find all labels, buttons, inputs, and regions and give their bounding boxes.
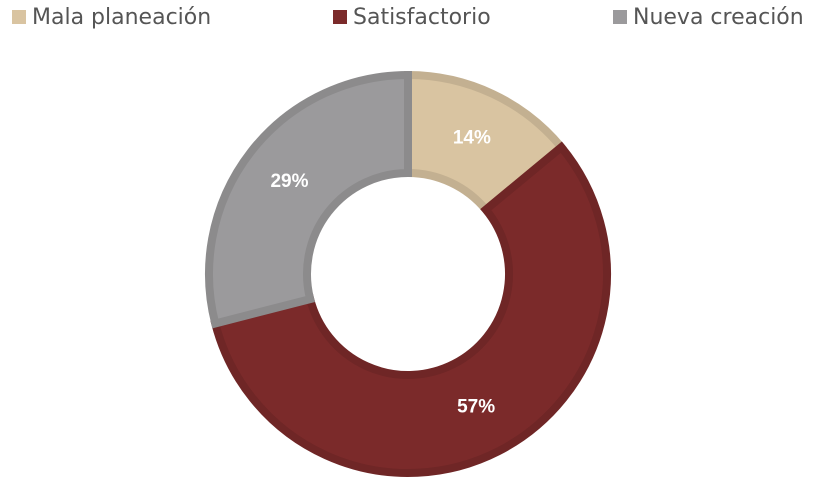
value-label: 29% [270, 171, 308, 192]
legend-swatch [12, 10, 26, 24]
value-label: 57% [457, 397, 495, 418]
legend-label: Mala planeación [32, 5, 211, 30]
legend-label: Nueva creación [633, 5, 804, 30]
legend-swatch [333, 10, 347, 24]
donut-slice [205, 70, 412, 329]
legend-swatch [613, 10, 627, 24]
legend-label: Satisfactorio [353, 5, 491, 30]
value-label: 14% [453, 127, 491, 148]
donut-slice [210, 141, 611, 477]
